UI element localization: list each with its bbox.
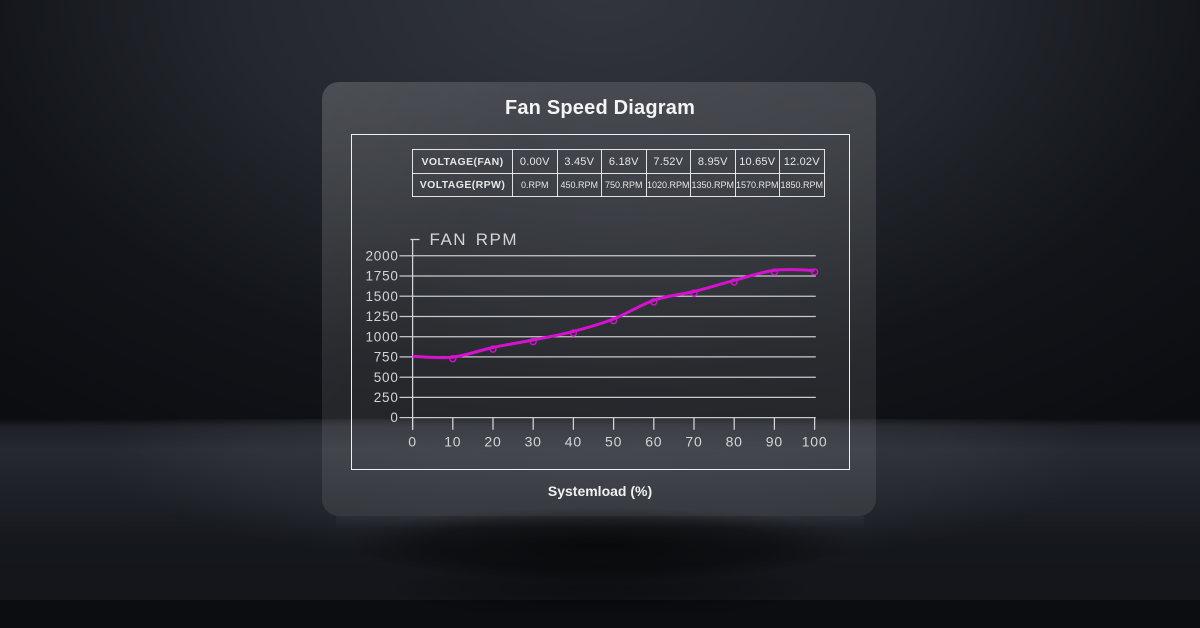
svg-text:FAN RPM: FAN RPM [430,230,519,249]
svg-text:0: 0 [390,410,398,425]
svg-text:80: 80 [726,433,743,449]
svg-text:1000: 1000 [365,329,398,344]
svg-text:2000: 2000 [365,248,398,263]
svg-text:20: 20 [484,433,501,449]
svg-text:1250: 1250 [365,309,398,324]
svg-text:10: 10 [444,433,461,449]
svg-text:500: 500 [374,370,399,385]
svg-text:1500: 1500 [365,289,398,304]
svg-text:40: 40 [565,433,582,449]
svg-text:60: 60 [645,433,662,449]
svg-text:250: 250 [374,390,399,405]
svg-text:30: 30 [525,433,542,449]
svg-text:1750: 1750 [365,269,398,284]
svg-text:90: 90 [766,433,783,449]
svg-text:750: 750 [374,350,399,365]
svg-text:100: 100 [802,433,828,449]
svg-text:0: 0 [408,433,417,449]
svg-text:70: 70 [685,433,702,449]
svg-text:50: 50 [605,433,622,449]
